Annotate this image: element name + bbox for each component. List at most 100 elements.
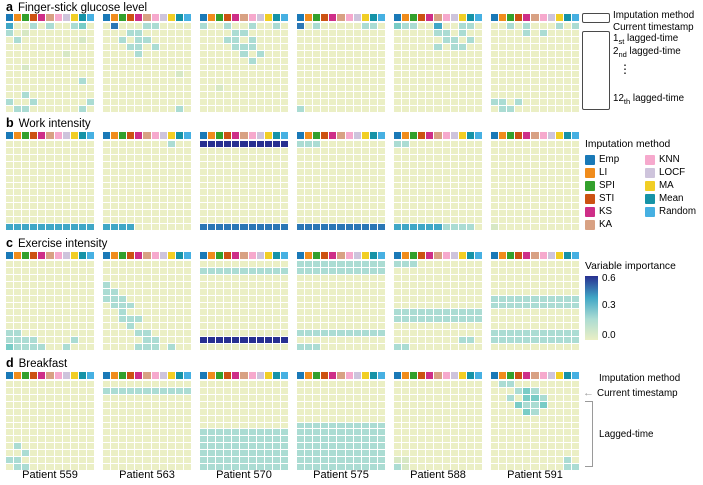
method-cell-SPI: [507, 252, 515, 259]
heatmap-cell: [434, 175, 442, 182]
heatmap-cell: [402, 457, 410, 464]
heatmap-cell: [547, 274, 555, 281]
heatmap-cell: [402, 295, 410, 302]
heatmap-cell: [264, 401, 272, 408]
heatmap-cell: [22, 36, 30, 43]
method-cell-MA: [70, 372, 78, 379]
method-cell-SPI: [216, 252, 224, 259]
heatmap-cell: [491, 78, 499, 85]
heatmap-cell: [183, 141, 191, 147]
heatmap-cell: [313, 92, 321, 99]
heatmap-cell: [491, 381, 499, 387]
heatmap-cell: [474, 302, 482, 309]
heatmap-cell: [353, 203, 361, 210]
heatmap-cell: [272, 309, 280, 316]
heatmap-cell: [547, 267, 555, 274]
heatmap-cell: [531, 330, 539, 337]
panel-b-letter: b: [6, 116, 14, 130]
heatmap-cell: [135, 394, 143, 401]
heatmap-cell: [111, 401, 119, 408]
heatmap-cell: [127, 281, 135, 288]
heatmap-cell: [353, 64, 361, 71]
heatmap-cell: [183, 64, 191, 71]
heatmap-cell: [555, 92, 563, 99]
heatmap-cell: [167, 288, 175, 295]
method-cell-Mean: [272, 132, 280, 139]
heatmap-cell: [159, 189, 167, 196]
heatmap-cell: [143, 92, 151, 99]
heatmap-cell: [402, 168, 410, 175]
heatmap-cell: [78, 50, 86, 57]
heatmap-cell: [442, 182, 450, 189]
heatmap-cell: [30, 57, 38, 64]
method-cell-Mean: [466, 252, 474, 259]
heatmap-cell: [143, 464, 151, 470]
heatmap-cell: [6, 23, 14, 29]
method-cell-KNN: [442, 252, 450, 259]
heatmap-cell: [563, 57, 571, 64]
heatmap-cell: [135, 78, 143, 85]
heatmap-cell: [523, 295, 531, 302]
heatmap-cell: [264, 337, 272, 344]
heatmap-cell: [224, 429, 232, 436]
heatmap-cell: [539, 71, 547, 78]
heatmap-cell: [547, 106, 555, 112]
heatmap-cell: [458, 154, 466, 161]
heatmap-cell: [507, 106, 515, 112]
heatmap-cell: [418, 161, 426, 168]
heatmap-cell: [321, 106, 329, 112]
heatmap-cell: [256, 408, 264, 415]
heatmap-cell: [499, 464, 507, 470]
heatmap-cell: [86, 71, 94, 78]
heatmap-cell: [127, 154, 135, 161]
heatmap-cell: [410, 78, 418, 85]
heatmap-cell: [208, 387, 216, 394]
heatmap-cell: [14, 443, 22, 450]
heatmap-cell: [159, 387, 167, 394]
heatmap-cell: [434, 217, 442, 224]
heatmap-cell: [167, 415, 175, 422]
heatmap-cell: [175, 64, 183, 71]
heatmap-cell: [232, 78, 240, 85]
heatmap-cell: [264, 302, 272, 309]
heatmap-cell: [280, 295, 288, 302]
heatmap-cell: [159, 78, 167, 85]
heatmap-cell: [539, 36, 547, 43]
heatmap-cell: [6, 64, 14, 71]
heatmap-cell: [466, 408, 474, 415]
heatmap-cell: [232, 344, 240, 350]
heatmap-cell: [86, 196, 94, 203]
heatmap-cell: [216, 23, 224, 29]
heatmap-cell: [547, 50, 555, 57]
heatmap-cell: [167, 443, 175, 450]
heatmap-cell: [491, 323, 499, 330]
heatmap-cell: [337, 323, 345, 330]
heatmap-b-patient-570: [200, 132, 288, 230]
heatmap-cell: [111, 224, 119, 230]
heatmap-cell: [394, 408, 402, 415]
heatmap-cell: [175, 203, 183, 210]
heatmap-cell: [280, 436, 288, 443]
heatmap-cell: [111, 29, 119, 36]
heatmap-cell: [22, 147, 30, 154]
heatmap-cell: [46, 43, 54, 50]
heatmap-cell: [394, 309, 402, 316]
heatmap-cell: [361, 92, 369, 99]
heatmap-cell: [474, 92, 482, 99]
heatmap-cell: [491, 36, 499, 43]
heatmap-cell: [515, 43, 523, 50]
heatmap-cell: [313, 23, 321, 29]
heatmap-cell: [442, 196, 450, 203]
heatmap-cell: [394, 141, 402, 147]
heatmap-cell: [418, 422, 426, 429]
heatmap-cell: [240, 288, 248, 295]
heatmap-cell: [491, 295, 499, 302]
heatmap-cell: [450, 57, 458, 64]
heatmap-cell: [70, 288, 78, 295]
heatmap-cell: [410, 161, 418, 168]
heatmap-cell: [491, 387, 499, 394]
heatmap-cell: [337, 274, 345, 281]
heatmap-cell: [103, 64, 111, 71]
heatmap-cell: [183, 92, 191, 99]
heatmap-cell: [175, 147, 183, 154]
